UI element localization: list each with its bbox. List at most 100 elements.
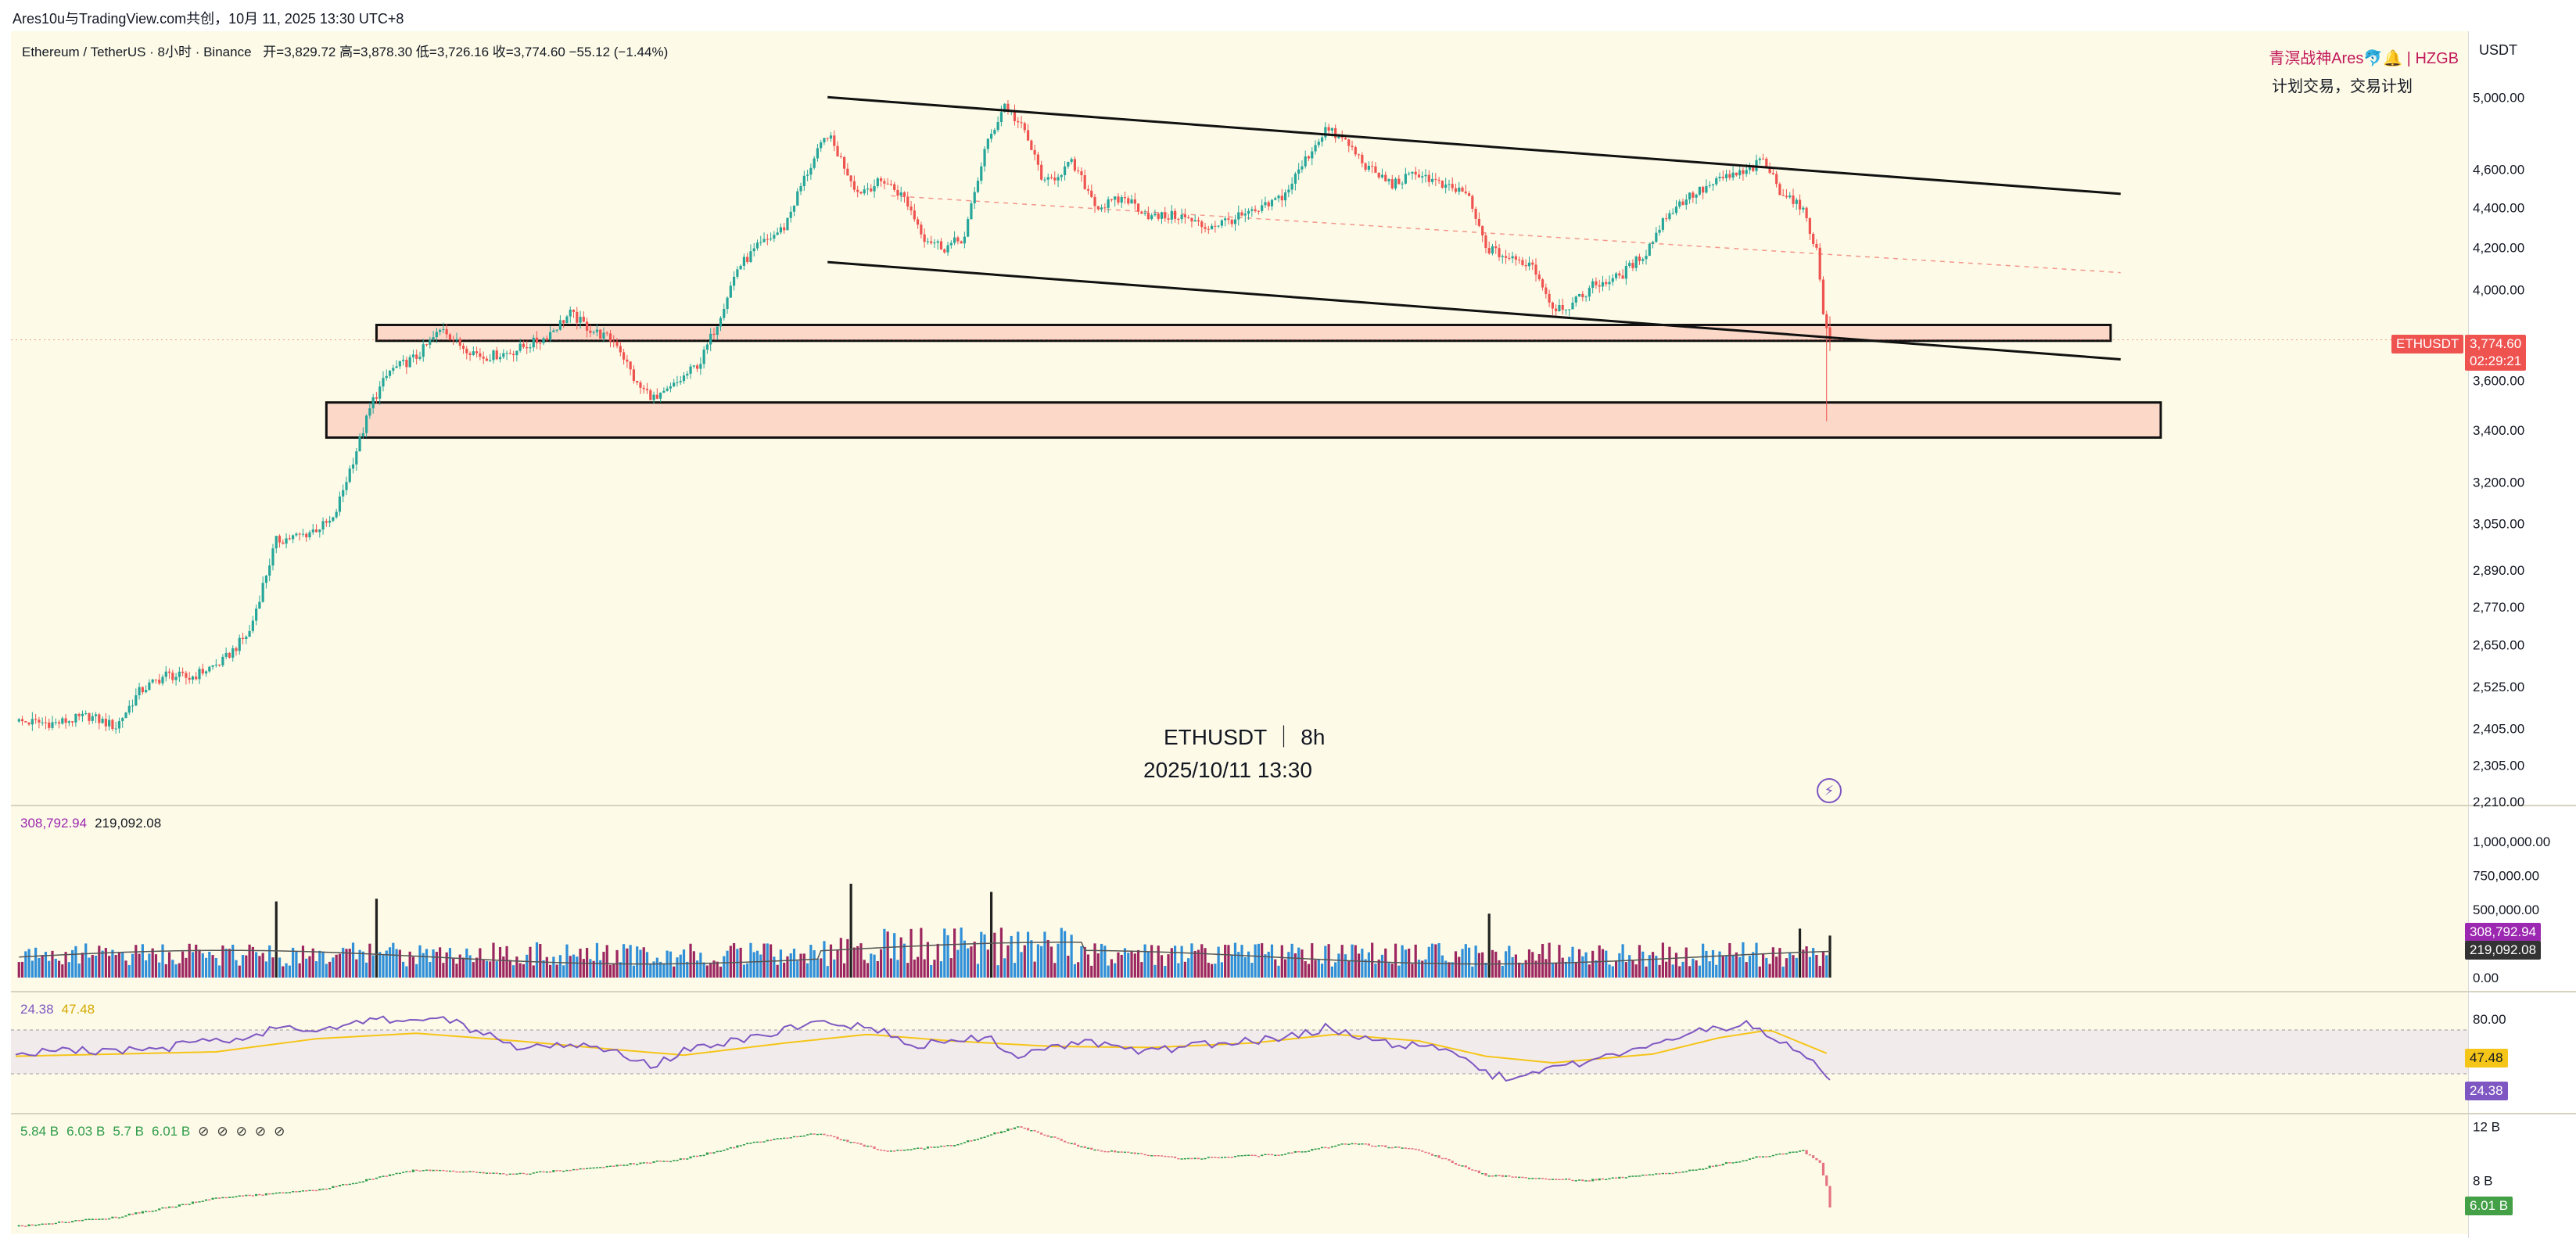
oi-candle (282, 1192, 285, 1193)
oi-candle (1601, 1178, 1605, 1180)
volume-bar (1371, 942, 1374, 978)
oi-candle (1130, 1152, 1133, 1154)
oi-candle (84, 1218, 88, 1221)
oi-candle (508, 1173, 511, 1175)
volume-bar (1086, 954, 1090, 978)
oi-candle (395, 1172, 398, 1175)
volume-bar (1136, 949, 1140, 978)
price-candle (902, 192, 906, 197)
lightning-icon[interactable]: ⚡ (1817, 778, 1842, 803)
oi-candle (1374, 1146, 1377, 1147)
volume-bar (749, 942, 752, 978)
volume-bar (311, 948, 314, 978)
price-candle (723, 308, 726, 318)
volume-bar (198, 949, 201, 978)
volume-bar (1742, 942, 1745, 978)
price-tick-label: 3,200.00 (2473, 475, 2524, 490)
price-candle (241, 637, 245, 640)
oi-candle (178, 1204, 181, 1207)
volume-ma-line (19, 942, 1831, 965)
volume-bar (432, 949, 435, 978)
price-candle (579, 317, 582, 323)
price-candle (1003, 103, 1006, 113)
hidden-value-icon[interactable]: ⊘ (198, 1124, 210, 1139)
volume-bar (264, 961, 268, 978)
channel-trendline (827, 260, 2121, 361)
oi-candle (1183, 1157, 1186, 1160)
oi-candle (1434, 1155, 1437, 1157)
oi-candle (762, 1141, 766, 1143)
watermark-date: 2025/10/11 13:30 (1143, 758, 1312, 782)
symbol-title[interactable]: Ethereum / TetherUS · 8小时 · Binance (22, 45, 252, 59)
hidden-value-icon[interactable]: ⊘ (254, 1124, 267, 1139)
price-candle (1745, 170, 1748, 174)
price-candle (1721, 177, 1724, 178)
volume-bar (181, 951, 185, 978)
volume-bar (762, 943, 766, 978)
oi-candle (1541, 1178, 1545, 1179)
oi-candle (88, 1218, 91, 1220)
share-header: Ares10u与TradingView.com共创，10月 11, 2025 1… (0, 0, 2576, 31)
currency-label[interactable]: USDT (2479, 42, 2517, 58)
price-candle (686, 373, 689, 376)
hidden-value-icon[interactable]: ⊘ (274, 1124, 285, 1139)
volume-bar (792, 949, 796, 978)
oi-candle (492, 1172, 495, 1174)
hidden-value-icon[interactable]: ⊘ (235, 1124, 247, 1139)
price-scale[interactable] (2468, 31, 2576, 1238)
price-candle (1057, 177, 1060, 181)
volume-bar (429, 961, 432, 978)
oi-candle (111, 1216, 114, 1218)
oi-candle (545, 1171, 548, 1173)
volume-bar (766, 943, 769, 978)
price-candle (48, 722, 51, 728)
price-candle (1440, 180, 1444, 188)
oi-candle (1344, 1143, 1347, 1145)
symbol-legend[interactable]: Ethereum / TetherUS · 8小时 · Binance 开=3,… (22, 41, 668, 60)
oi-candle (1387, 1146, 1390, 1149)
volume-legend: 308,792.94 219,092.08 (20, 816, 169, 831)
volume-bar (1197, 949, 1200, 978)
price-candle (1287, 189, 1290, 193)
volume-ma-tag: 219,092.08 (2465, 941, 2542, 960)
oi-candle (425, 1169, 429, 1172)
hidden-value-icon[interactable]: ⊘ (217, 1124, 228, 1139)
volume-bar (24, 951, 27, 978)
volume-bar (332, 957, 335, 978)
oi-candle (1324, 1146, 1327, 1149)
volume-bar (1214, 963, 1217, 978)
price-candle (1437, 179, 1440, 181)
volume-bar (1411, 963, 1414, 978)
price-candle (452, 339, 455, 341)
oi-legend: 5.84 B 6.03 B 5.7 B 6.01 B ⊘ ⊘ ⊘ ⊘ ⊘ (20, 1124, 292, 1139)
price-candle (586, 321, 589, 331)
price-candle (271, 548, 274, 566)
price-candle (1805, 207, 1808, 219)
price-candle (1781, 195, 1785, 196)
volume-bar (1521, 963, 1524, 978)
volume-bar (1524, 960, 1527, 978)
volume-bar (1067, 956, 1070, 978)
oi-candle (1311, 1149, 1314, 1151)
price-candle (54, 722, 57, 723)
oi-candle (505, 1174, 508, 1176)
volume-tick-label: 1,000,000.00 (2473, 834, 2550, 849)
volume-bar (1785, 958, 1788, 978)
volume-bar (1448, 962, 1451, 978)
oi-candle (755, 1141, 759, 1143)
oi-candle (268, 1193, 271, 1195)
price-candle (285, 538, 288, 544)
oi-candle (455, 1171, 458, 1173)
oi-candle (645, 1162, 649, 1164)
price-candle (1351, 145, 1354, 148)
volume-bar (1073, 963, 1077, 978)
volume-bar (371, 955, 375, 978)
oi-candle (1120, 1151, 1123, 1153)
price-candle (755, 242, 759, 249)
oi-candle (805, 1134, 809, 1136)
volume-bar (191, 952, 195, 978)
oi-candle (1802, 1150, 1805, 1152)
price-candle (1491, 246, 1494, 254)
volume-bar (248, 944, 251, 978)
